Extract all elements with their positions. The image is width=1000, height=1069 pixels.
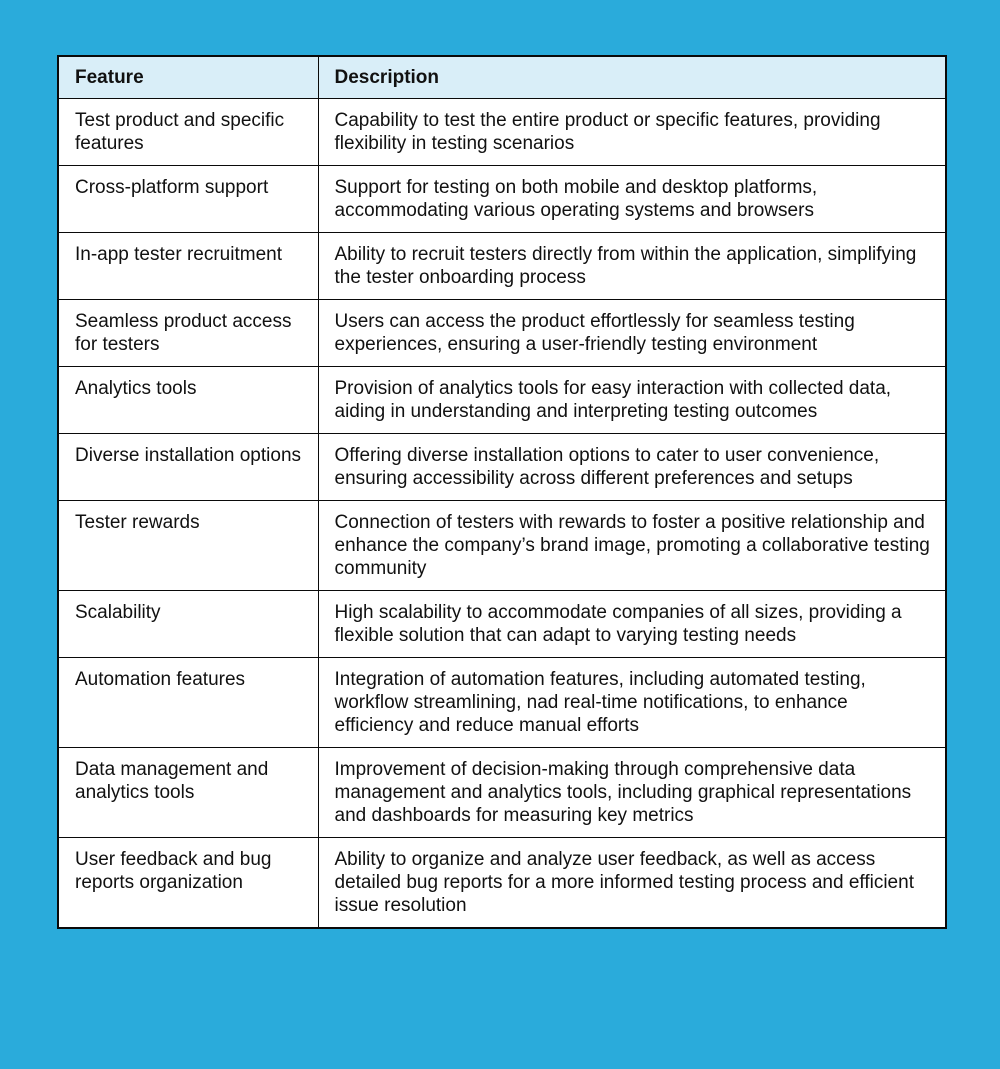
table-row: Test product and specific features Capab… <box>57 98 947 166</box>
table-row: Cross-platform support Support for testi… <box>57 165 947 233</box>
table-row: Diverse installation options Offering di… <box>57 433 947 501</box>
description-cell: Offering diverse installation options to… <box>317 433 947 501</box>
feature-table: Feature Description Test product and spe… <box>57 55 947 929</box>
description-cell: Improvement of decision-making through c… <box>317 747 947 838</box>
feature-cell: Automation features <box>57 657 319 748</box>
description-cell: Capability to test the entire product or… <box>317 98 947 166</box>
table-row: Scalability High scalability to accommod… <box>57 590 947 658</box>
description-cell: High scalability to accommodate companie… <box>317 590 947 658</box>
table-row: Seamless product access for testers User… <box>57 299 947 367</box>
feature-cell: In-app tester recruitment <box>57 232 319 300</box>
feature-cell: Cross-platform support <box>57 165 319 233</box>
feature-table-container: Feature Description Test product and spe… <box>57 55 947 929</box>
table-row: User feedback and bug reports organizati… <box>57 837 947 929</box>
description-cell: Ability to recruit testers directly from… <box>317 232 947 300</box>
column-header-description: Description <box>317 55 947 99</box>
table-row: Automation features Integration of autom… <box>57 657 947 748</box>
feature-cell: Seamless product access for testers <box>57 299 319 367</box>
feature-cell: Data management and analytics tools <box>57 747 319 838</box>
description-cell: Support for testing on both mobile and d… <box>317 165 947 233</box>
feature-cell: Diverse installation options <box>57 433 319 501</box>
description-cell: Users can access the product effortlessl… <box>317 299 947 367</box>
feature-cell: Test product and specific features <box>57 98 319 166</box>
table-row: In-app tester recruitment Ability to rec… <box>57 232 947 300</box>
table-row: Analytics tools Provision of analytics t… <box>57 366 947 434</box>
table-header: Feature Description <box>57 55 947 99</box>
table-row: Tester rewards Connection of testers wit… <box>57 500 947 591</box>
feature-cell: User feedback and bug reports organizati… <box>57 837 319 929</box>
feature-cell: Analytics tools <box>57 366 319 434</box>
description-cell: Provision of analytics tools for easy in… <box>317 366 947 434</box>
feature-cell: Scalability <box>57 590 319 658</box>
description-cell: Integration of automation features, incl… <box>317 657 947 748</box>
feature-cell: Tester rewards <box>57 500 319 591</box>
header-row: Feature Description <box>57 55 947 99</box>
table-body: Test product and specific features Capab… <box>57 98 947 929</box>
column-header-feature: Feature <box>57 55 319 99</box>
description-cell: Ability to organize and analyze user fee… <box>317 837 947 929</box>
table-row: Data management and analytics tools Impr… <box>57 747 947 838</box>
description-cell: Connection of testers with rewards to fo… <box>317 500 947 591</box>
